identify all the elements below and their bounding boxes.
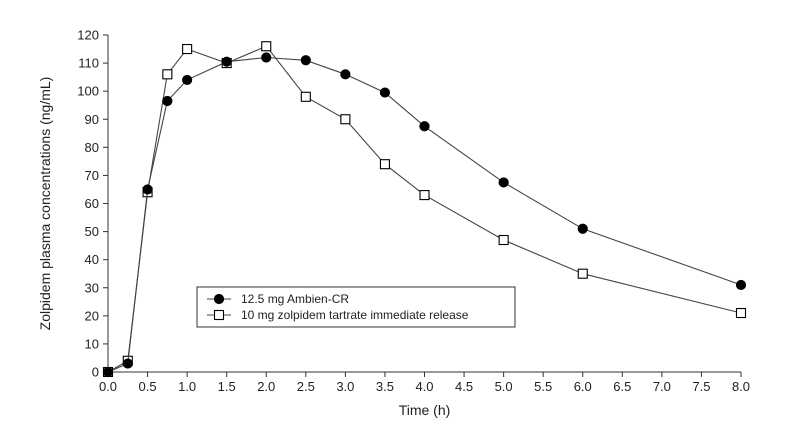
x-tick-label: 4.5 [455,379,473,394]
data-point [379,159,390,170]
y-tick-label: 30 [85,280,99,295]
data-point [300,55,311,66]
y-tick-label: 50 [85,224,99,239]
y-tick-label: 120 [77,28,99,43]
x-tick-label: 0.0 [99,379,117,394]
data-point [340,69,351,80]
y-tick-label: 0 [92,365,99,380]
legend-marker [213,293,225,305]
data-point [221,56,232,67]
data-point [498,177,509,188]
x-tick-label: 5.5 [534,379,552,394]
series-layer [102,41,747,378]
legend-box [196,286,516,328]
data-point [577,268,588,279]
data-point [419,190,430,201]
data-point [577,223,588,234]
x-tick-label: 7.5 [692,379,710,394]
series-0 [102,52,747,378]
x-tick-label: 6.0 [574,379,592,394]
y-tick-label: 110 [78,56,99,71]
data-point [162,69,173,80]
x-tick-label: 1.5 [218,379,236,394]
y-tick-label: 20 [85,308,99,323]
x-tick-label: 8.0 [732,379,750,394]
data-point [142,184,153,195]
data-point [102,366,114,378]
data-point [735,279,747,291]
y-tick-label: 10 [85,336,99,351]
data-point [300,91,311,102]
data-point [735,307,747,319]
legend-marker [213,309,225,321]
y-tick-label: 100 [77,84,99,99]
data-point [261,52,272,63]
data-point [122,358,133,369]
y-tick-label: 60 [85,196,99,211]
data-point [261,41,272,52]
x-tick-label: 2.0 [257,379,275,394]
data-point [379,87,391,98]
x-tick-label: 3.0 [336,379,354,394]
legend-label: 10 mg zolpidem tartrate immediate releas… [241,308,469,322]
y-tick-label: 90 [85,112,99,127]
data-point [498,234,509,246]
axes: 0 10 20 30 40 50 60 70 80 90 100 110 120 0.0 0.5 1.0 1.5… [77,28,750,395]
legend: 12.5 mg Ambien-CR 10 mg zolpidem tartrate… [196,286,516,328]
legend-label: 12.5 mg Ambien-CR [241,292,349,306]
x-tick-label: 4.0 [415,379,433,394]
x-tick-label: 6.5 [613,379,631,394]
data-point [419,121,430,132]
y-tick-label: 70 [85,168,99,183]
data-point [340,114,351,125]
data-point [182,43,193,55]
x-tick-label: 0.5 [139,379,157,394]
y-tick-label: 40 [85,252,99,267]
x-tick-label: 1.0 [178,379,196,394]
x-tick-label: 3.5 [376,379,394,394]
series-line [107,56,742,373]
x-axis-title: Time (h) [399,402,451,418]
data-point [182,74,193,86]
x-tick-label: 7.0 [653,379,671,394]
x-tick-label: 2.5 [297,379,315,394]
data-point [162,95,173,107]
y-axis-title: Zolpidem plasma concentrations (ng/mL) [37,77,53,331]
x-tick-label: 5.0 [495,379,513,394]
y-tick-label: 80 [85,140,99,155]
